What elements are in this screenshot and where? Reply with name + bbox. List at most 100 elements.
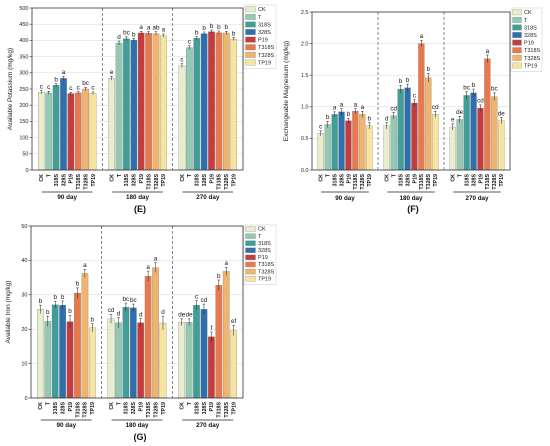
panel-e-bar-P19 xyxy=(208,31,215,171)
panel-f-group-label: 180 day xyxy=(399,195,423,202)
panel-f-gridlines xyxy=(312,43,510,139)
panel-e-letter: a xyxy=(62,69,66,76)
panel-e-bar-328S xyxy=(130,39,138,171)
panel-e-x-tick-label: T xyxy=(47,173,53,177)
panel-f-legend-swatch-CK xyxy=(512,9,522,16)
panel-e-y-tick-label: 450 xyxy=(19,22,28,28)
panel-f-bar-TP19 xyxy=(432,114,439,171)
panel-g-x-tick-label: T xyxy=(46,401,52,405)
panel-g-bar-T xyxy=(185,322,193,399)
panel-e-x-tick-label: CK xyxy=(109,174,115,182)
panel-f-y-axis-label: Exchangeable Magnesium (mg/kg) xyxy=(283,41,290,141)
panel-f-letter: b xyxy=(472,82,476,89)
panel-f-letter: a xyxy=(354,101,358,108)
panel-f-letter: a xyxy=(486,48,490,55)
panel-g-letter: b xyxy=(76,281,80,288)
panel-e-legend-swatch-TP19 xyxy=(245,59,256,66)
panel-f-x-tick-label: CK xyxy=(451,174,457,182)
panel-e-x-tick-label: 318S xyxy=(195,174,201,187)
panel-f-x-tick-label: T xyxy=(457,173,463,177)
panel-f-x-tick-label: 318S xyxy=(332,174,338,187)
panel-f-x-tick-label: TP19 xyxy=(367,174,373,187)
panel-e-letter: b xyxy=(195,29,199,36)
panel-f-y-tick-label: 1.0 xyxy=(301,105,309,111)
panel-f-group-labels: 90 day 180 day 270 day xyxy=(321,191,501,202)
panel-f-y-tick-label: 0.0 xyxy=(301,168,309,174)
panel-f-bar-T xyxy=(456,119,463,171)
panel-f-legend-swatch-P19 xyxy=(512,39,522,46)
panel-e-y-tick-label: 200 xyxy=(19,103,28,109)
panel-g-legend-swatch-T xyxy=(245,233,256,239)
panel-f-x-tick-label: 318S xyxy=(398,174,404,187)
panel-f-x-tick-label: 318S xyxy=(464,174,470,187)
panel-f-bar-T318S xyxy=(352,111,359,171)
panel-f-bar-TP19 xyxy=(366,125,373,171)
panel-g-letter: b xyxy=(46,309,50,316)
panel-f-legend-label-CK: CK xyxy=(524,10,532,16)
panel-e-x-tick-label: P19 xyxy=(209,174,215,183)
panel-e-x-tick-label: 328S xyxy=(202,174,208,187)
panel-g-legend-swatch-T328S xyxy=(245,268,256,275)
panel-g-bar-318S xyxy=(122,307,130,399)
panel-g-letter: b xyxy=(39,298,43,305)
panel-e-x-tick-label: T318S xyxy=(146,174,152,190)
panel-g-legend-label-T: T xyxy=(258,234,262,240)
panel-g-x-tick-label: TP19 xyxy=(161,402,167,415)
panel-e-y-tick-label: 100 xyxy=(19,135,28,141)
panel-e-group-label: 270 day xyxy=(196,194,220,201)
panel-f-x-tick-label: TP19 xyxy=(433,174,439,187)
panel-g-x-tick-label: CK xyxy=(109,402,115,410)
panel-e-legend-label-TP19: TP19 xyxy=(258,60,271,66)
panel-f-letter: a xyxy=(361,104,365,111)
panel-f-letter: a xyxy=(333,105,337,112)
panel-e-bar-T328S xyxy=(152,33,160,171)
panel-e-legend-swatch-T318S xyxy=(245,44,256,51)
panel-f-letter: e xyxy=(451,117,455,124)
panel-f-bar-328S xyxy=(404,87,411,171)
panel-e-bar-T328S xyxy=(222,32,230,171)
panel-e-legend-swatch-CK xyxy=(245,6,256,13)
panel-f-bar-P19 xyxy=(345,120,352,171)
panel-e-x-tick-label: 318S xyxy=(124,174,130,187)
panel-g-x-tick-label: T328S xyxy=(224,402,230,418)
panel-g-plot-frame xyxy=(30,225,244,399)
panel-f-bar-P19 xyxy=(411,102,418,171)
panel-e-gridlines xyxy=(32,23,243,155)
panel-f-letter: b xyxy=(427,66,431,73)
panel-f-x-tick-label: 328S xyxy=(471,174,477,187)
panel-f-legend-swatch-T xyxy=(512,16,522,23)
panel-g-gridlines xyxy=(31,260,243,364)
panel-f-letter: de xyxy=(456,109,464,116)
panel-g-group-separators xyxy=(101,226,173,398)
panel-e-letter: bc xyxy=(82,80,89,87)
panel-f-letter: d xyxy=(385,115,389,122)
panel-g-bar-TP19 xyxy=(230,330,237,399)
panel-g-x-tick-label: TP19 xyxy=(231,402,237,415)
panel-e-letter: b xyxy=(225,24,229,31)
panel-e-bar-P19 xyxy=(137,32,145,171)
panel-f-x-category-labels: CK T 318S 328S P19 T318S T328S TP19 CK T 318S 328S P… xyxy=(319,173,506,189)
panel-g-group-label: 180 day xyxy=(125,422,149,429)
panel-f-legend-label-TP19: TP19 xyxy=(524,63,537,69)
panel-g-bar-TP19 xyxy=(159,322,167,399)
panel-g-y-tick-label: 20 xyxy=(21,327,27,333)
panel-e-y-tick-label: 50 xyxy=(22,152,28,158)
panel-g-bar-TP19 xyxy=(88,327,96,399)
panel-g-x-tick-label: CK xyxy=(38,402,44,410)
panel-g-y-tick-label: 30 xyxy=(21,293,27,299)
panel-e-letter: d xyxy=(117,34,121,41)
panel-e-x-tick-label: 328S xyxy=(132,174,138,187)
panel-f-x-tick-label: T328S xyxy=(492,174,498,190)
panel-f-legend-swatch-T328S xyxy=(512,54,522,61)
panel-f-x-tick-label: P19 xyxy=(478,174,484,183)
panel-g-y-tick-label: 10 xyxy=(21,361,27,367)
panel-e-x-tick-label: 328S xyxy=(61,174,67,187)
panel-f-bar-T xyxy=(324,124,331,171)
panel-g-x-tick-label: T328S xyxy=(153,402,159,418)
panel-g-bar-318S xyxy=(193,304,200,399)
panel-g-x-tick-label: 318S xyxy=(194,402,200,415)
panel-g-x-tick-label: CK xyxy=(179,402,185,410)
